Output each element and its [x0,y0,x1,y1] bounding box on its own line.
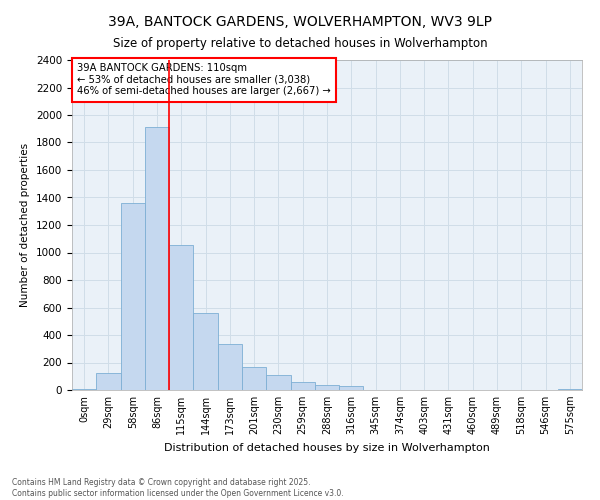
Bar [96,373,121,390]
Bar [169,245,193,390]
X-axis label: Distribution of detached houses by size in Wolverhampton: Distribution of detached houses by size … [164,442,490,452]
Bar [121,203,145,390]
Bar [339,386,364,390]
Y-axis label: Number of detached properties: Number of detached properties [20,143,31,307]
Text: Contains HM Land Registry data © Crown copyright and database right 2025.
Contai: Contains HM Land Registry data © Crown c… [12,478,344,498]
Bar [315,385,339,390]
Text: Size of property relative to detached houses in Wolverhampton: Size of property relative to detached ho… [113,38,487,51]
Bar [218,344,242,390]
Bar [558,388,582,390]
Bar [145,128,169,390]
Bar [266,375,290,390]
Bar [72,388,96,390]
Bar [242,366,266,390]
Bar [290,382,315,390]
Text: 39A BANTOCK GARDENS: 110sqm
← 53% of detached houses are smaller (3,038)
46% of : 39A BANTOCK GARDENS: 110sqm ← 53% of det… [77,64,331,96]
Text: 39A, BANTOCK GARDENS, WOLVERHAMPTON, WV3 9LP: 39A, BANTOCK GARDENS, WOLVERHAMPTON, WV3… [108,15,492,29]
Bar [193,313,218,390]
